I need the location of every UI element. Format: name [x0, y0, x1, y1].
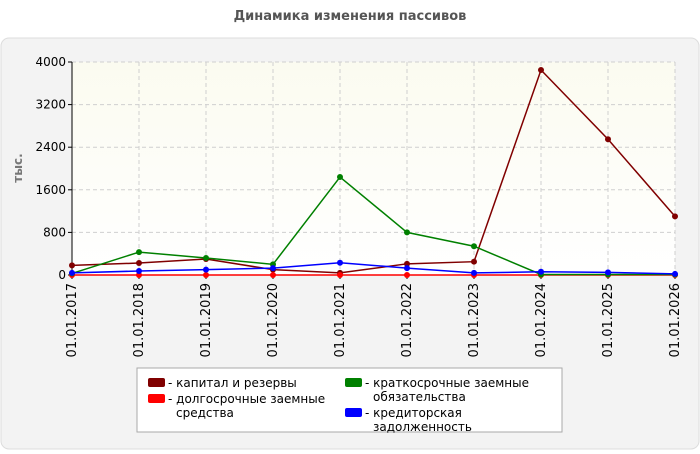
chart-title: Динамика изменения пассивов [234, 9, 467, 24]
x-tick-label: 01.01.2020 [266, 283, 281, 357]
legend-label: - краткосрочные заемные обязательства [365, 376, 529, 404]
x-tick-label: 01.01.2026 [668, 283, 683, 357]
data-point [404, 272, 410, 278]
x-tick-label: 01.01.2025 [601, 283, 616, 357]
y-tick-label: 800 [43, 225, 66, 239]
y-axis-label: тыс. [11, 153, 25, 182]
series-line [71, 68, 676, 274]
data-point [605, 136, 611, 143]
data-point [337, 272, 343, 278]
plot-area [72, 62, 675, 275]
legend-label: - капитал и резервы [168, 376, 297, 390]
y-tick-label: 0 [58, 268, 66, 282]
data-point [69, 269, 75, 276]
series-line [71, 175, 675, 276]
data-point [672, 270, 678, 277]
legend-swatch [345, 378, 362, 387]
data-point [203, 266, 209, 273]
data-point [404, 265, 410, 272]
y-tick-label: 4000 [35, 55, 66, 69]
legend-swatch [148, 394, 165, 403]
data-point [404, 229, 410, 236]
x-tick-label: 01.01.2018 [132, 283, 147, 357]
legend-swatch [148, 378, 165, 387]
x-tick-label: 01.01.2021 [333, 283, 348, 357]
data-point [270, 272, 276, 278]
data-point [404, 260, 410, 267]
y-tick-label: 3200 [35, 98, 66, 112]
data-point [203, 272, 209, 278]
legend-label: - долгосрочные заемные средства [168, 392, 325, 420]
data-point [270, 265, 276, 272]
data-point [672, 213, 678, 220]
x-tick-label: 01.01.2019 [199, 283, 214, 357]
x-tick-label: 01.01.2023 [467, 283, 482, 357]
data-point [203, 254, 209, 261]
data-point [605, 269, 611, 276]
series-line [71, 262, 676, 275]
data-point [337, 259, 343, 266]
x-tick-label: 01.01.2022 [400, 283, 415, 357]
x-tick-label: 01.01.2024 [534, 283, 549, 357]
data-point [136, 260, 142, 267]
data-point [337, 174, 343, 181]
legend-swatch [345, 408, 362, 417]
x-tick-label: 01.01.2017 [65, 283, 80, 357]
data-point [471, 258, 477, 265]
data-point [538, 268, 544, 275]
data-point [136, 268, 142, 275]
legend-label: - кредиторская задолженность [365, 406, 472, 434]
data-point [69, 262, 75, 269]
y-tick-label: 1600 [35, 183, 66, 197]
data-point [471, 269, 477, 276]
data-point [136, 249, 142, 256]
y-tick-label: 2400 [35, 140, 66, 154]
data-point [471, 243, 477, 250]
data-point [538, 66, 544, 73]
